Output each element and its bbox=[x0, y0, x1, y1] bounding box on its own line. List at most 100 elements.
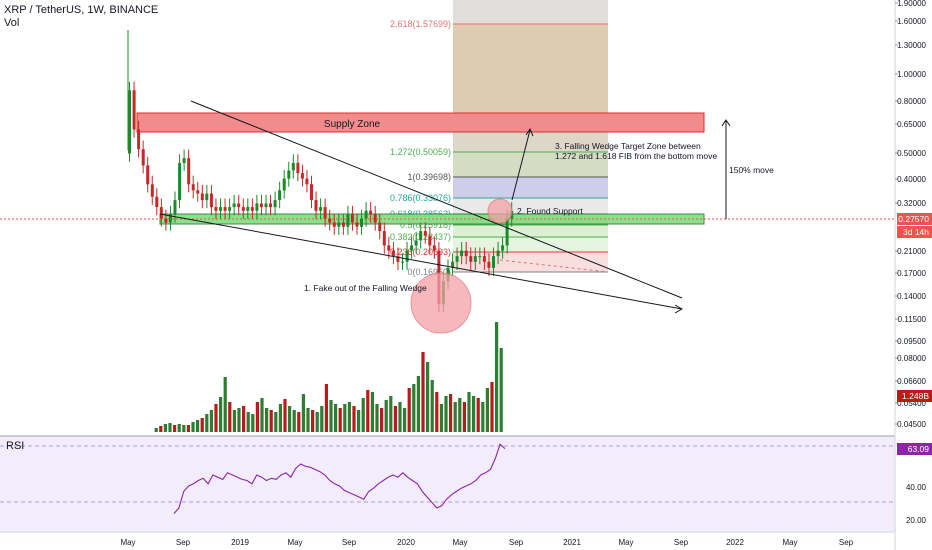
candle-body bbox=[346, 214, 350, 227]
candle-body bbox=[405, 250, 409, 262]
candle-body bbox=[501, 245, 505, 251]
volume-bar bbox=[412, 384, 416, 432]
volume-bar bbox=[246, 412, 250, 432]
volume-bar bbox=[214, 404, 218, 432]
candle-body bbox=[469, 256, 473, 262]
volume-bar bbox=[301, 394, 305, 432]
candle-body bbox=[414, 240, 418, 246]
supply-zone bbox=[136, 112, 705, 133]
fib-band bbox=[453, 177, 608, 198]
fib-level-label: 0(0.16960) bbox=[407, 267, 451, 277]
current-price-value: 0.27570 bbox=[898, 214, 929, 224]
found-support-label: 2. Found Support bbox=[517, 206, 583, 216]
candle-body bbox=[191, 184, 195, 191]
volume-bar bbox=[490, 382, 494, 432]
candle-body bbox=[460, 250, 464, 257]
time-tick-label: 2022 bbox=[726, 538, 744, 547]
supply-zone-label: Supply Zone bbox=[324, 119, 381, 130]
candle-body bbox=[478, 256, 482, 258]
candle-body bbox=[505, 218, 509, 246]
candle-body bbox=[432, 245, 436, 251]
candle-body bbox=[255, 203, 259, 211]
volume-bar bbox=[361, 398, 365, 432]
price-tick-label: 1.90000 bbox=[897, 0, 926, 8]
fib-level-label: 1(0.39698) bbox=[407, 172, 451, 182]
rsi-tick-label: 40.00 bbox=[906, 483, 927, 492]
candle-body bbox=[378, 222, 382, 232]
volume-bar bbox=[407, 388, 411, 432]
fib-level-label: 0.236(0.20693) bbox=[390, 247, 451, 257]
price-tick-label: 0.06600 bbox=[897, 377, 926, 386]
volume-bars bbox=[154, 322, 503, 432]
price-tick-label: 0.05400 bbox=[897, 399, 926, 408]
candle-body bbox=[219, 207, 222, 211]
candle-body bbox=[300, 173, 304, 179]
price-tick-label: 0.17000 bbox=[897, 269, 926, 278]
volume-bar bbox=[269, 410, 273, 432]
volume-bar bbox=[292, 410, 296, 432]
candle-body bbox=[269, 203, 272, 208]
candle-body bbox=[209, 193, 213, 208]
target-label-line1: 3. Falling Wedge Target Zone between bbox=[555, 141, 701, 151]
volume-bar bbox=[196, 420, 200, 432]
time-tick-label: 2020 bbox=[397, 538, 415, 547]
price-tick-label: 0.32000 bbox=[897, 199, 926, 208]
volume-bar bbox=[209, 410, 213, 432]
time-tick-label: Sep bbox=[509, 538, 524, 547]
rsi-title: RSI bbox=[6, 440, 25, 452]
volume-bar bbox=[251, 414, 255, 432]
candle-body bbox=[228, 207, 232, 211]
current-price-badge bbox=[897, 213, 932, 225]
candle-body bbox=[341, 222, 345, 227]
candle-body bbox=[137, 129, 141, 150]
volume-bar bbox=[453, 402, 457, 432]
volume-bar bbox=[426, 362, 430, 432]
price-tick-label: 0.21000 bbox=[897, 247, 926, 256]
volume-bar bbox=[200, 418, 204, 432]
volume-bar bbox=[458, 398, 462, 432]
volume-bar bbox=[242, 406, 246, 432]
volume-badge bbox=[897, 390, 932, 402]
volume-bar bbox=[154, 428, 158, 432]
zones: Supply Zone bbox=[0, 112, 895, 225]
chart-header: XRP / TetherUS, 1W, BINANCE Vol bbox=[4, 4, 158, 30]
rsi-background bbox=[0, 437, 895, 532]
symbol-title[interactable]: XRP / TetherUS, 1W, BINANCE bbox=[4, 4, 159, 16]
candle-body bbox=[355, 222, 359, 227]
candle-body bbox=[291, 162, 295, 171]
candle-body bbox=[337, 222, 341, 227]
candle-body bbox=[246, 207, 250, 211]
price-tick-label: 1.60000 bbox=[897, 17, 926, 26]
candle-body bbox=[164, 218, 168, 223]
wedge-upper-line bbox=[190, 100, 683, 299]
volume-bar bbox=[357, 410, 361, 432]
candle-body bbox=[373, 214, 377, 223]
target-label-line2: 1.272 and 1.618 FIB from the bottom move bbox=[555, 151, 717, 161]
volume-label: Vol bbox=[4, 17, 20, 29]
candle-body bbox=[451, 261, 455, 268]
candle-body bbox=[464, 250, 468, 257]
fib-level-label: 1.272(0.50059) bbox=[390, 147, 451, 157]
volume-bar bbox=[288, 406, 292, 432]
axes: 1.90000 1.60000 1.30000 1.00000 0.80000 0.650… bbox=[120, 0, 932, 547]
target-arrow-line bbox=[511, 129, 531, 201]
volume-value: 1.248B bbox=[902, 391, 929, 401]
candle-body bbox=[178, 162, 182, 201]
fib-top-band bbox=[453, 0, 608, 24]
fib-band bbox=[453, 152, 608, 177]
target-arrow-head bbox=[525, 127, 534, 137]
fib-band bbox=[453, 237, 608, 252]
candle-body bbox=[387, 245, 391, 251]
volume-bar bbox=[467, 392, 471, 432]
candle-body bbox=[250, 207, 254, 211]
candle-body bbox=[487, 261, 491, 268]
candle-body bbox=[282, 178, 286, 191]
candle-body bbox=[200, 193, 204, 201]
wedge-lower-line bbox=[159, 213, 683, 310]
rsi-value: 63.09 bbox=[908, 444, 930, 454]
volume-bar bbox=[168, 423, 172, 432]
volume-bar bbox=[366, 390, 370, 432]
price-tick-label: 0.14000 bbox=[897, 292, 926, 301]
volume-bar bbox=[439, 404, 443, 432]
